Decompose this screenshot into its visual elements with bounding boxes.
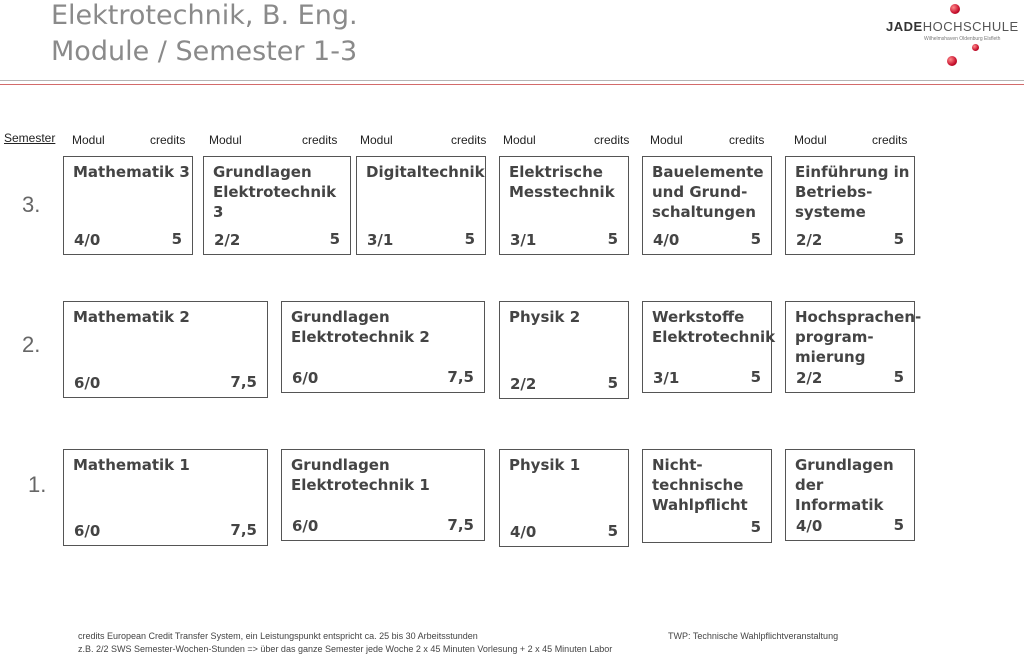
module-sws: 6/0 xyxy=(74,522,101,540)
module-box: Grundlagen Elektrotechnik 3 2/2 5 xyxy=(203,156,351,255)
module-credits: 5 xyxy=(464,230,475,248)
page-title: Elektrotechnik, B. Eng. xyxy=(51,0,358,31)
module-box: Einführung in Betriebs- systeme 2/2 5 xyxy=(785,156,915,255)
module-sws: 2/2 xyxy=(796,231,823,249)
footnote-credits: credits European Credit Transfer System,… xyxy=(78,631,478,641)
module-box: Werkstoffe Elektrotechnik 3/1 5 xyxy=(642,301,776,393)
module-box: Grundlagen Elektrotechnik 1 6/0 7,5 xyxy=(281,449,485,541)
module-name: Elektrische Messtechnik xyxy=(509,163,615,201)
module-credits: 5 xyxy=(329,230,340,248)
header-rule-red xyxy=(0,84,1024,85)
module-credits: 7,5 xyxy=(447,368,474,386)
module-credits: 5 xyxy=(607,230,618,248)
module-sws: 4/0 xyxy=(510,523,537,541)
module-sws: 3/1 xyxy=(367,231,394,249)
module-credits: 7,5 xyxy=(447,516,474,534)
logo-ball-icon xyxy=(950,4,960,14)
module-box: Mathematik 1 6/0 7,5 xyxy=(63,449,268,546)
logo-ball-icon xyxy=(972,44,979,51)
module-box: Physik 1 4/0 5 xyxy=(499,449,629,547)
module-box: Digitaltechnik 3/1 5 xyxy=(356,156,486,255)
module-credits: 5 xyxy=(893,230,904,248)
jade-hochschule-logo: JADEHOCHSCHULE Wilhelmshaven Oldenburg E… xyxy=(886,4,1024,75)
semester-number: 3. xyxy=(22,192,41,217)
column-header-credits: credits xyxy=(150,133,186,147)
module-name: Nicht- technische Wahlpflicht xyxy=(652,456,748,514)
module-name: Grundlagen Elektrotechnik 1 xyxy=(291,456,430,494)
module-sws: 6/0 xyxy=(292,369,319,387)
module-name: Einführung in Betriebs- systeme xyxy=(795,163,910,221)
module-box: Grundlagen der Informatik 4/0 5 xyxy=(785,449,915,541)
module-name: Hochsprachen- program- mierung xyxy=(795,308,922,366)
module-sws: 6/0 xyxy=(74,374,101,392)
column-header-modul: Modul xyxy=(360,133,393,147)
column-header-credits: credits xyxy=(302,133,338,147)
module-box: Mathematik 3 4/0 5 xyxy=(63,156,193,255)
module-box: Elektrische Messtechnik 3/1 5 xyxy=(499,156,629,255)
module-sws: 2/2 xyxy=(510,375,537,393)
footnote-sws: z.B. 2/2 SWS Semester-Wochen-Stunden => … xyxy=(78,644,613,654)
module-name: Werkstoffe Elektrotechnik xyxy=(652,308,776,346)
module-name: Physik 1 xyxy=(509,456,581,474)
module-sws: 3/1 xyxy=(653,369,680,387)
logo-ball-icon xyxy=(947,56,957,66)
module-name: Digitaltechnik xyxy=(366,163,485,181)
module-sws: 4/0 xyxy=(74,231,101,249)
module-box: Nicht- technische Wahlpflicht 5 xyxy=(642,449,772,543)
module-box: Physik 2 2/2 5 xyxy=(499,301,629,399)
module-box: Bauelemente und Grund- schaltungen 4/0 5 xyxy=(642,156,772,255)
logo-wordmark: JADEHOCHSCHULE xyxy=(886,19,1019,34)
module-name: Mathematik 2 xyxy=(73,308,190,326)
module-box: Grundlagen Elektrotechnik 2 6/0 7,5 xyxy=(281,301,485,393)
logo-subtitle: Wilhelmshaven Oldenburg Elsfleth xyxy=(924,36,1001,42)
column-header-modul: Modul xyxy=(72,133,105,147)
module-credits: 5 xyxy=(750,230,761,248)
column-header-credits: credits xyxy=(594,133,630,147)
module-credits: 5 xyxy=(893,368,904,386)
module-name: Bauelemente und Grund- schaltungen xyxy=(652,163,764,221)
module-name: Mathematik 3 xyxy=(73,163,190,181)
column-header-credits: credits xyxy=(729,133,765,147)
module-credits: 7,5 xyxy=(230,521,257,539)
column-header-modul: Modul xyxy=(503,133,536,147)
page-subtitle: Module / Semester 1-3 xyxy=(51,36,358,67)
module-sws: 3/1 xyxy=(510,231,537,249)
module-sws: 2/2 xyxy=(796,369,823,387)
column-header-credits: credits xyxy=(451,133,487,147)
module-name: Physik 2 xyxy=(509,308,581,326)
module-credits: 5 xyxy=(607,522,618,540)
semester-header: Semester xyxy=(4,131,56,145)
module-sws: 4/0 xyxy=(653,231,680,249)
column-header-modul: Modul xyxy=(650,133,683,147)
module-sws: 4/0 xyxy=(796,517,823,535)
module-name: Grundlagen Elektrotechnik 2 xyxy=(291,308,430,346)
column-header-modul: Modul xyxy=(794,133,827,147)
module-credits: 5 xyxy=(893,516,904,534)
module-credits: 5 xyxy=(750,368,761,386)
footnote-twp: TWP: Technische Wahlpflichtveranstaltung xyxy=(668,631,839,641)
module-name: Mathematik 1 xyxy=(73,456,190,474)
header-rule-grey xyxy=(0,80,1024,81)
module-credits: 5 xyxy=(750,518,761,536)
module-name: Grundlagen Elektrotechnik 3 xyxy=(213,163,337,221)
module-name: Grundlagen der Informatik xyxy=(795,456,894,514)
module-sws: 2/2 xyxy=(214,231,241,249)
module-sws: 6/0 xyxy=(292,517,319,535)
semester-number: 2. xyxy=(22,332,41,357)
module-credits: 5 xyxy=(171,230,182,248)
semester-number: 1. xyxy=(28,472,47,497)
module-box: Hochsprachen- program- mierung 2/2 5 xyxy=(785,301,921,393)
module-credits: 5 xyxy=(607,374,618,392)
module-box: Mathematik 2 6/0 7,5 xyxy=(63,301,268,398)
module-credits: 7,5 xyxy=(230,373,257,391)
column-header-modul: Modul xyxy=(209,133,242,147)
column-header-credits: credits xyxy=(872,133,908,147)
